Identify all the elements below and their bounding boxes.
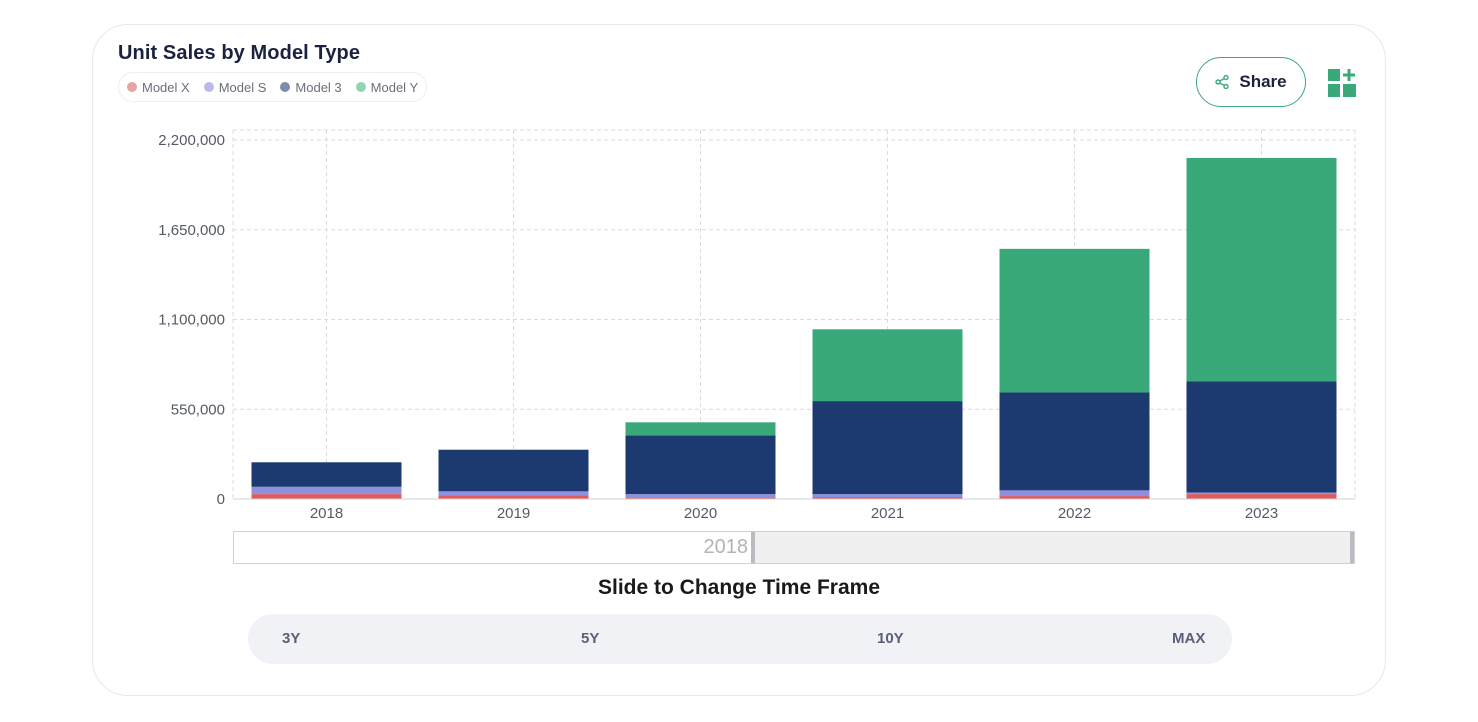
bar-segment — [251, 462, 402, 487]
bar-segment — [812, 497, 963, 499]
slider-track-selected — [755, 532, 1354, 563]
x-tick-label: 2021 — [871, 505, 904, 522]
bar-segment — [251, 486, 402, 495]
x-tick-label: 2019 — [497, 505, 530, 522]
x-tick-label: 2022 — [1058, 505, 1091, 522]
bar-segment — [1186, 157, 1337, 382]
bar-segment — [999, 496, 1150, 499]
legend-swatch — [280, 82, 291, 92]
legend-swatch — [355, 82, 366, 92]
bar-segment — [438, 449, 589, 492]
bar-segment — [812, 494, 963, 498]
bar-segment — [625, 497, 776, 499]
add-widget-icon[interactable] — [1328, 69, 1356, 97]
slide-caption: Slide to Change Time Frame — [597, 576, 880, 599]
legend-swatch — [127, 82, 137, 92]
bar-segment — [438, 495, 589, 499]
timeframe-max-button[interactable]: MAX — [1172, 630, 1206, 647]
y-tick-label: 1,100,000 — [158, 312, 225, 329]
timeframe-3y-button[interactable]: 3Y — [282, 630, 301, 647]
x-tick-label: 2023 — [1245, 505, 1278, 522]
slider-left-handle[interactable] — [751, 532, 755, 563]
bar-segment — [1186, 492, 1337, 495]
legend-item[interactable]: Model Y — [355, 79, 419, 95]
legend-item[interactable]: Model S — [203, 79, 267, 95]
legend-swatch — [203, 82, 214, 92]
bar-segment — [625, 435, 776, 495]
legend-label: Model Y — [370, 79, 419, 95]
legend-label: Model 3 — [295, 79, 342, 95]
y-tick-label: 550,000 — [171, 401, 225, 418]
legend-label: Model X — [142, 79, 190, 95]
bar-segment — [812, 401, 963, 495]
legend: Model X Model S Model 3 Model Y — [118, 72, 428, 102]
x-tick-label: 2020 — [684, 505, 717, 522]
y-tick-label: 1,650,000 — [158, 222, 225, 239]
chart-card — [92, 24, 1386, 696]
bar-segment — [1186, 381, 1337, 493]
slider-right-handle[interactable] — [1350, 532, 1354, 563]
timeframe-5y-button[interactable]: 5Y — [581, 630, 600, 647]
bar-segment — [812, 329, 963, 402]
timeframe-10y-button[interactable]: 10Y — [877, 630, 904, 647]
bar-segment — [999, 490, 1150, 497]
legend-label: Model S — [218, 79, 267, 95]
share-icon — [1215, 75, 1230, 89]
bar-segment — [251, 494, 402, 499]
bar-segment — [438, 491, 589, 496]
slider-label: 2018 — [703, 536, 749, 558]
bar-segment — [999, 248, 1150, 393]
chart-title: Unit Sales by Model Type — [118, 42, 361, 64]
bar-segment — [1186, 494, 1337, 499]
legend-item[interactable]: Model 3 — [280, 79, 342, 95]
y-tick-label: 2,200,000 — [158, 132, 225, 149]
share-label: Share — [1239, 72, 1287, 91]
y-tick-label: 0 — [217, 491, 225, 508]
x-tick-label: 2018 — [310, 505, 343, 522]
bar-segment — [625, 422, 776, 436]
legend-item[interactable]: Model X — [127, 80, 190, 95]
bar-segment — [999, 392, 1150, 491]
timeframe-selector: 3Y 5Y 10Y MAX — [248, 614, 1232, 664]
bar-segment — [625, 494, 776, 498]
time-range-slider[interactable]: 2018 — [233, 531, 1355, 564]
share-button[interactable]: Share — [1196, 57, 1306, 107]
